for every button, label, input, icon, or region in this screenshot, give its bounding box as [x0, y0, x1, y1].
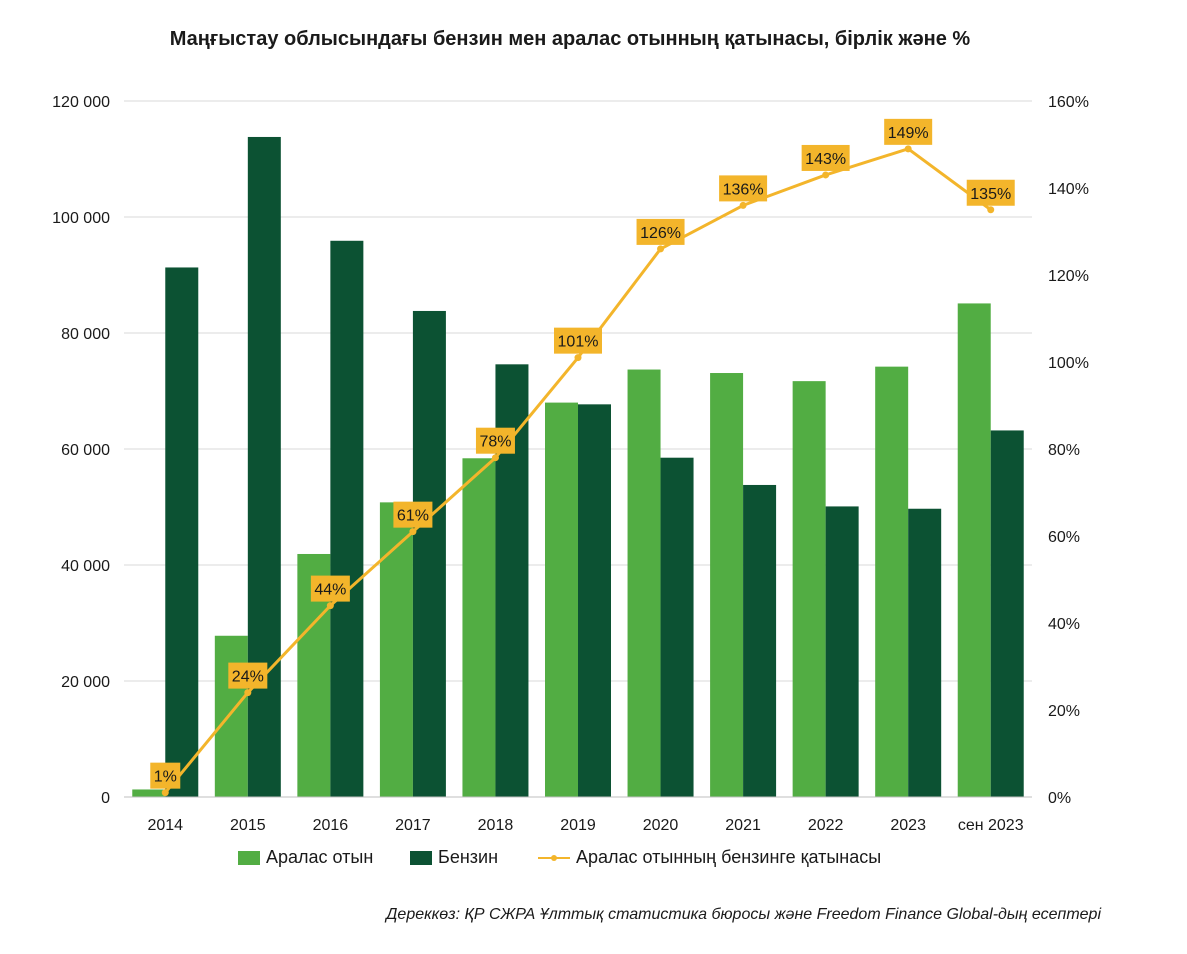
ratio-point — [161, 789, 169, 797]
ratio-data-label: 136% — [723, 181, 764, 198]
y-right-tick-label: 0% — [1048, 790, 1071, 807]
bar-gasoline — [825, 506, 859, 797]
bar-mixed-fuel — [132, 789, 166, 797]
ratio-label-box — [393, 501, 433, 528]
bar-mixed-fuel — [710, 373, 744, 797]
bar-mixed-fuel — [214, 635, 248, 797]
ratio-label-box — [475, 427, 515, 454]
y-left-tick-label: 100 000 — [52, 210, 110, 227]
bar-mixed-fuel — [462, 458, 496, 797]
ratio-label-box — [801, 144, 850, 171]
legend-item-mixed-fuel: Аралас отын — [238, 847, 373, 868]
x-tick-label: 2023 — [890, 817, 926, 834]
ratio-data-label: 78% — [479, 434, 511, 451]
ratio-point — [409, 528, 417, 536]
ratio-data-label: 143% — [805, 151, 846, 168]
legend-swatch-ratio — [538, 851, 570, 865]
ratio-data-label: 61% — [397, 508, 429, 525]
bar-mixed-fuel — [957, 303, 991, 797]
y-right-tick-label: 40% — [1048, 616, 1080, 633]
ratio-data-label: 24% — [232, 669, 264, 686]
ratio-data-label: 101% — [558, 334, 599, 351]
y-left-tick-label: 80 000 — [61, 326, 110, 343]
y-left-tick-label: 40 000 — [61, 558, 110, 575]
y-left-tick-label: 20 000 — [61, 674, 110, 691]
source-note: Дереккөз: ҚР СЖРА Ұлттық статистика бюро… — [386, 906, 1101, 923]
y-right-tick-label: 160% — [1048, 94, 1089, 111]
legend-label-ratio: Аралас отынның бензинге қатынасы — [576, 847, 882, 867]
ratio-label-box — [554, 327, 602, 354]
legend-swatch-mixed-fuel — [238, 850, 260, 865]
legend-item-gasoline: Бензин — [410, 847, 498, 868]
x-tick-label: 2021 — [725, 817, 761, 834]
bar-gasoline — [412, 310, 446, 797]
ratio-data-label: 44% — [314, 582, 346, 599]
bar-gasoline — [660, 457, 694, 797]
legend-swatch-gasoline — [410, 850, 432, 865]
y-right-tick-label: 20% — [1048, 703, 1080, 720]
y-left-tick-label: 0 — [101, 790, 110, 807]
bar-mixed-fuel — [545, 402, 578, 797]
bar-gasoline — [578, 404, 611, 797]
ratio-label-box — [228, 662, 268, 689]
x-tick-label: 2015 — [230, 817, 266, 834]
ratio-label-box — [966, 179, 1015, 206]
y-right-tick-label: 80% — [1048, 442, 1080, 459]
line-layer — [161, 145, 995, 797]
ratio-label-box — [310, 575, 350, 602]
ratio-point — [822, 171, 830, 179]
ratio-data-label: 149% — [888, 125, 929, 142]
legend-label-gasoline: Бензин — [438, 847, 499, 867]
ratio-label-box — [719, 175, 768, 202]
y-left-tick-label: 120 000 — [52, 94, 110, 111]
y-right-tick-label: 100% — [1048, 355, 1089, 372]
y-right-tick-label: 60% — [1048, 529, 1080, 546]
ratio-point — [987, 206, 995, 214]
bar-gasoline — [743, 484, 777, 797]
x-tick-label: 2019 — [560, 817, 596, 834]
ratio-point — [326, 602, 334, 610]
bar-gasoline — [908, 508, 942, 797]
y-left-tick-label: 60 000 — [61, 442, 110, 459]
x-tick-label: сен 2023 — [958, 817, 1024, 834]
bar-gasoline — [165, 267, 199, 798]
ratio-point — [657, 245, 665, 253]
bar-gasoline — [330, 240, 364, 797]
bar-mixed-fuel — [627, 369, 661, 797]
ratio-point — [904, 145, 912, 153]
bar-mixed-fuel — [792, 381, 826, 797]
x-tick-label: 2018 — [478, 817, 514, 834]
ratio-data-label: 1% — [154, 769, 177, 786]
ratio-label-box — [636, 218, 685, 245]
bar-gasoline — [247, 136, 281, 797]
x-tick-label: 2020 — [643, 817, 679, 834]
chart-title: Маңғыстау облысындағы бензин мен аралас … — [169, 28, 971, 50]
bars-layer — [132, 136, 1024, 798]
ratio-point — [574, 354, 582, 362]
y-right-tick-label: 120% — [1048, 268, 1089, 285]
x-tick-label: 2016 — [313, 817, 349, 834]
labels-layer: 1% 24% 44% 61% 78% 101% 126% 136% 143% 149% 135% — [150, 118, 1015, 789]
axes-layer: 0 20 000 40 000 60 000 80 000 100 000 120 000 0… — [52, 94, 1089, 834]
legend: Аралас отын Бензин Аралас отынның бензин… — [0, 847, 1187, 871]
legend-label-mixed-fuel: Аралас отын — [266, 847, 374, 867]
x-tick-label: 2014 — [147, 817, 183, 834]
x-tick-label: 2017 — [395, 817, 431, 834]
bar-gasoline — [990, 430, 1024, 797]
ratio-data-label: 126% — [640, 225, 681, 242]
bar-mixed-fuel — [379, 502, 413, 797]
ratio-point — [491, 454, 499, 462]
ratio-data-label: 135% — [970, 186, 1011, 203]
x-tick-label: 2022 — [808, 817, 844, 834]
legend-item-ratio: Аралас отынның бензинге қатынасы — [538, 847, 881, 868]
ratio-point — [739, 201, 747, 209]
ratio-label-box — [884, 118, 933, 145]
ratio-label-box — [150, 762, 181, 789]
y-right-tick-label: 140% — [1048, 181, 1089, 198]
ratio-point — [244, 689, 252, 697]
bar-mixed-fuel — [875, 366, 909, 797]
